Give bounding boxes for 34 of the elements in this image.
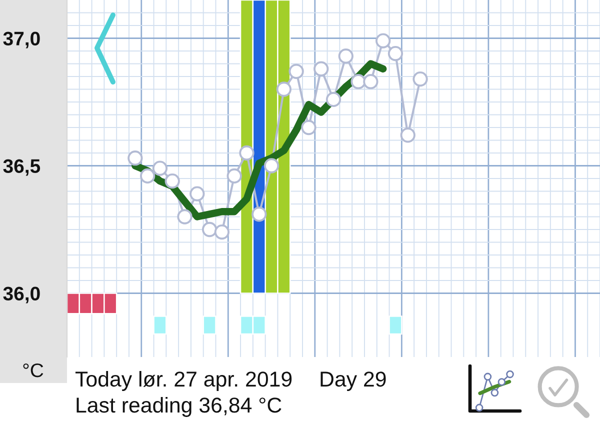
point	[190, 186, 205, 202]
point	[164, 173, 180, 189]
point	[152, 160, 168, 176]
point	[177, 209, 192, 224]
point	[388, 46, 404, 62]
point	[214, 224, 230, 240]
y-axis-title: °C	[23, 363, 44, 378]
text: Today lør. 27 apr. 2019	[75, 371, 292, 391]
point	[202, 222, 218, 238]
point	[252, 206, 267, 222]
point	[326, 92, 342, 108]
point	[376, 33, 391, 48]
point	[400, 128, 416, 143]
point	[301, 120, 316, 136]
point	[314, 61, 329, 76]
bar	[202, 316, 216, 335]
point	[276, 82, 292, 97]
point	[128, 150, 143, 166]
text: Day 29	[320, 372, 386, 391]
bar	[153, 316, 167, 335]
point	[226, 168, 242, 184]
point	[363, 74, 378, 90]
y-tick-label: 36,0	[3, 286, 40, 304]
y-tick-label: 36,5	[3, 159, 40, 176]
point	[288, 64, 304, 79]
point	[350, 74, 366, 90]
bar	[388, 316, 402, 335]
point	[140, 168, 156, 184]
y-tick-label: 37,0	[3, 32, 40, 48]
point	[412, 71, 428, 87]
point	[264, 158, 280, 174]
text: Last reading 36,84 °C	[76, 397, 282, 417]
point	[239, 145, 254, 161]
point	[338, 48, 354, 64]
